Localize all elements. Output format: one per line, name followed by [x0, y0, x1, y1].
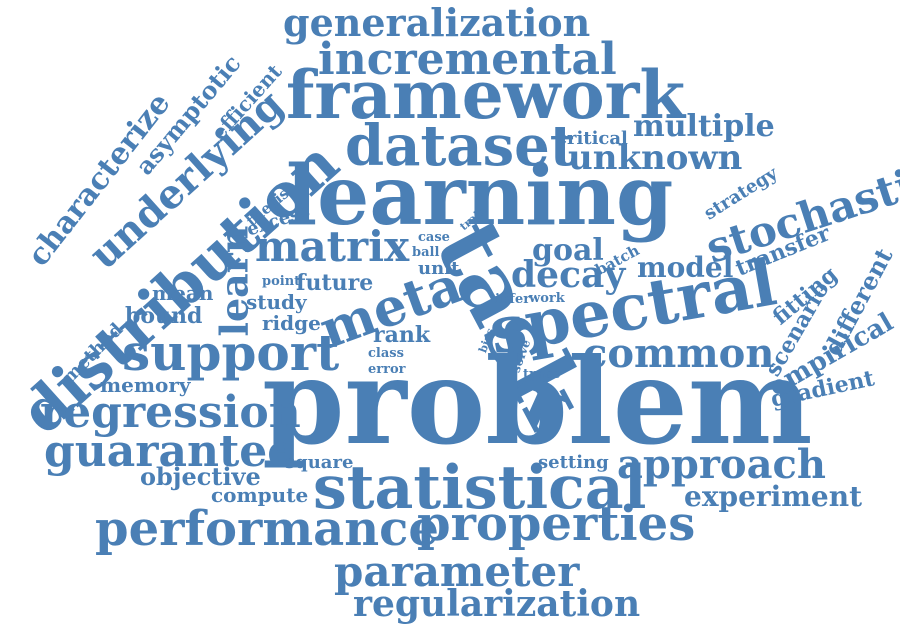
word-decay: decay — [511, 254, 626, 296]
word-goal: goal — [532, 233, 604, 268]
word-performance: performance — [95, 501, 439, 557]
word-experiment: experiment — [684, 480, 863, 513]
word-mean: mean — [152, 281, 214, 305]
word-statistical: statistical — [313, 453, 647, 523]
word-dataset: dataset — [345, 113, 576, 179]
word-setting: setting — [538, 452, 609, 473]
word-model: model — [637, 251, 734, 284]
word-point: point — [262, 274, 301, 289]
word-error: error — [368, 362, 406, 377]
word-regression: regression — [40, 387, 301, 438]
word-square: square — [285, 452, 354, 473]
word-support: support — [122, 323, 340, 382]
word-compute: compute — [211, 483, 309, 507]
word-infer: infer — [495, 292, 531, 307]
word-bound: bound — [125, 303, 203, 329]
word-approach: approach — [617, 441, 826, 488]
word-learn: learn — [211, 225, 257, 337]
word-rank: rank — [373, 322, 431, 348]
word-problem: problem — [262, 332, 813, 471]
word-unit: unit — [418, 258, 460, 279]
word-critical: critical — [556, 128, 628, 149]
word-framework: framework — [286, 56, 686, 134]
word-ball: ball — [412, 245, 440, 260]
word-trace: trace — [523, 367, 561, 382]
word-parameter: parameter — [334, 547, 580, 596]
word-study: study — [246, 290, 307, 314]
word-multiple: multiple — [633, 109, 775, 144]
word-learning: learning — [286, 148, 674, 244]
word-generalization: generalization — [283, 0, 591, 45]
word-ridge: ridge — [262, 311, 321, 335]
word-case: case — [418, 230, 450, 245]
word-matrix: matrix — [255, 222, 410, 271]
word-work: work — [529, 291, 565, 306]
word-properties: properties — [417, 496, 696, 552]
word-regularization: regularization — [353, 583, 641, 624]
word-future: future — [296, 270, 374, 296]
word-unknown: unknown — [568, 138, 743, 178]
word-memory: memory — [100, 373, 191, 397]
word-common: common — [583, 330, 775, 377]
word-incremental: incremental — [318, 34, 617, 85]
word-guarantee: guarantee — [44, 426, 296, 477]
word-class: class — [368, 346, 404, 361]
word-objective: objective — [140, 462, 261, 491]
